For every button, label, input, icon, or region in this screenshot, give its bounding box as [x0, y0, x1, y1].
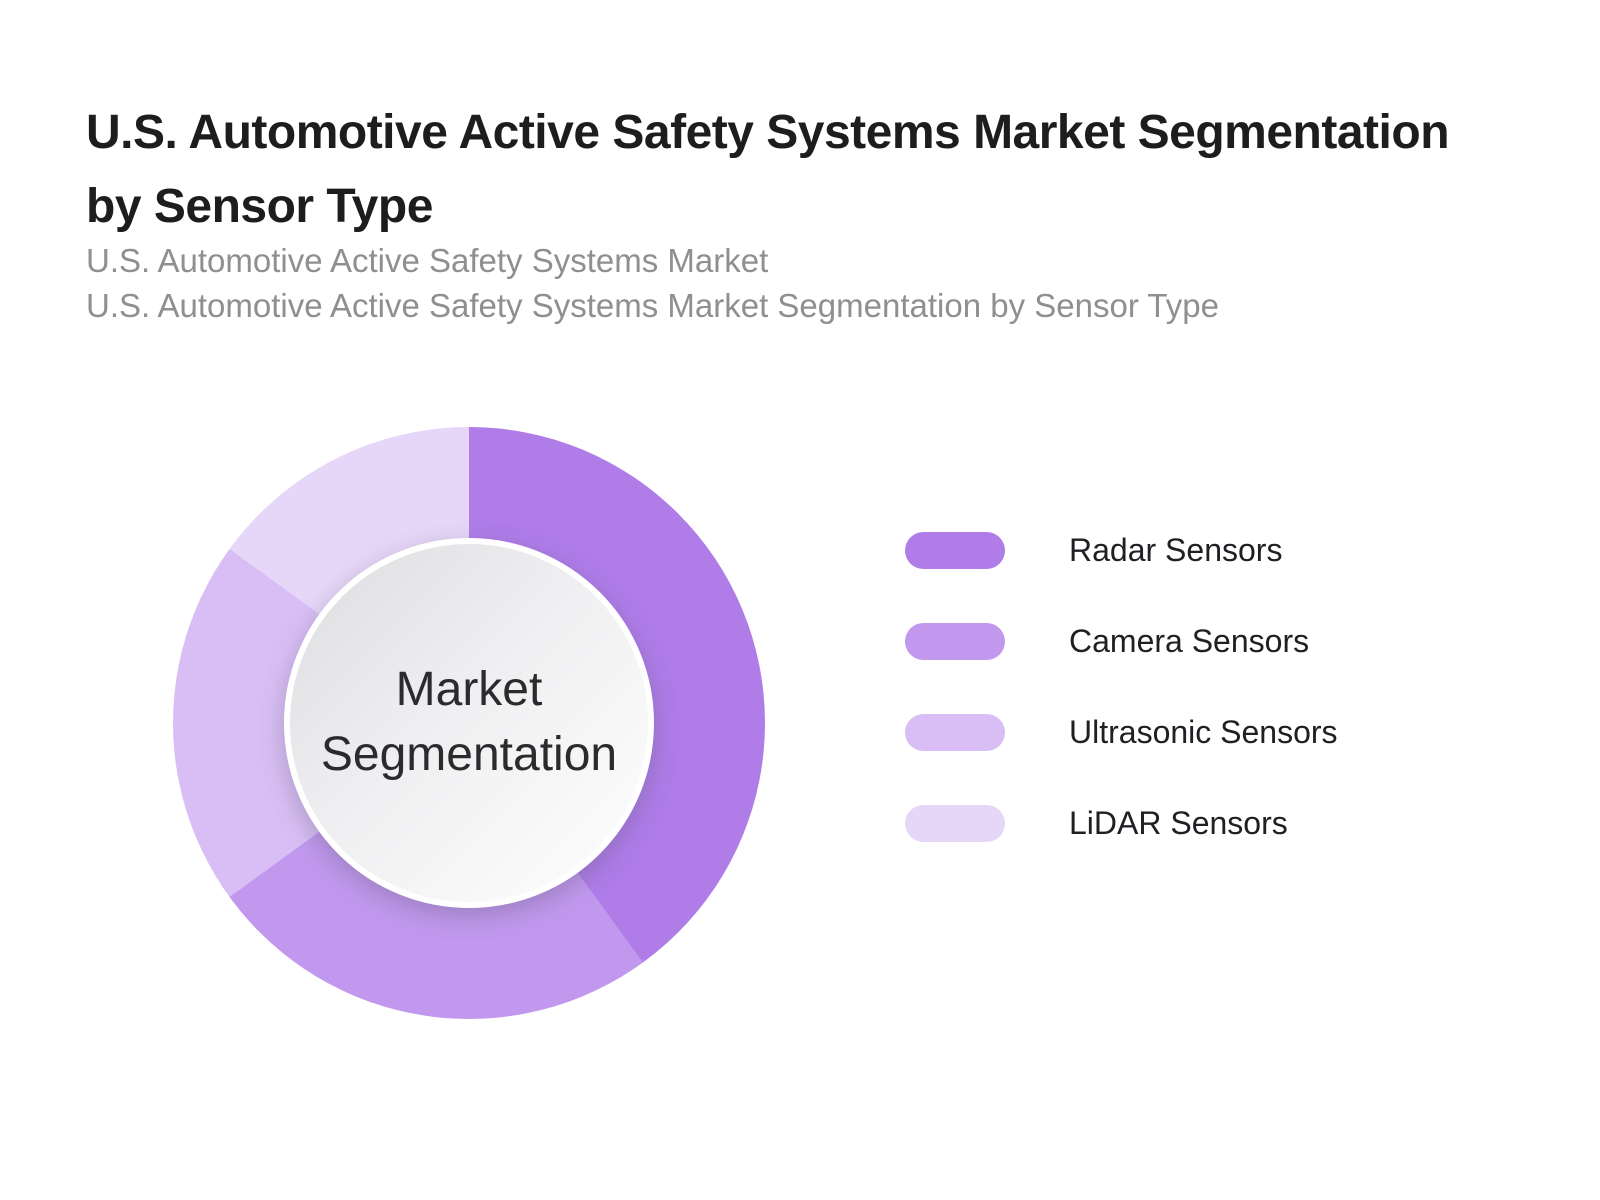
donut-center-circle: Market Segmentation	[284, 538, 654, 908]
legend-item-ultrasonic: Ultrasonic Sensors	[905, 714, 1338, 751]
chart-legend: Radar Sensors Camera Sensors Ultrasonic …	[905, 532, 1338, 842]
donut-chart: Market Segmentation	[173, 427, 765, 1019]
legend-item-radar: Radar Sensors	[905, 532, 1338, 569]
legend-item-camera: Camera Sensors	[905, 623, 1338, 660]
legend-swatch	[905, 714, 1005, 751]
legend-label: Camera Sensors	[1069, 623, 1310, 659]
legend-item-lidar: LiDAR Sensors	[905, 805, 1338, 842]
subtitle-line2: U.S. Automotive Active Safety Systems Ma…	[86, 287, 1219, 324]
page-title: U.S. Automotive Active Safety Systems Ma…	[86, 96, 1450, 244]
donut-center-label: Market Segmentation	[320, 663, 618, 781]
legend-label: LiDAR Sensors	[1069, 805, 1288, 841]
subtitle-line1: U.S. Automotive Active Safety Systems Ma…	[86, 242, 769, 279]
page-title-line1: U.S. Automotive Active Safety Systems Ma…	[86, 106, 1450, 160]
legend-swatch	[905, 623, 1005, 660]
legend-swatch	[905, 805, 1005, 842]
page-subtitle: U.S. Automotive Active Safety Systems Ma…	[86, 238, 1219, 328]
legend-swatch	[905, 532, 1005, 569]
page-title-line2: by Sensor Type	[86, 180, 433, 234]
legend-label: Radar Sensors	[1069, 532, 1283, 568]
legend-label: Ultrasonic Sensors	[1069, 714, 1338, 750]
